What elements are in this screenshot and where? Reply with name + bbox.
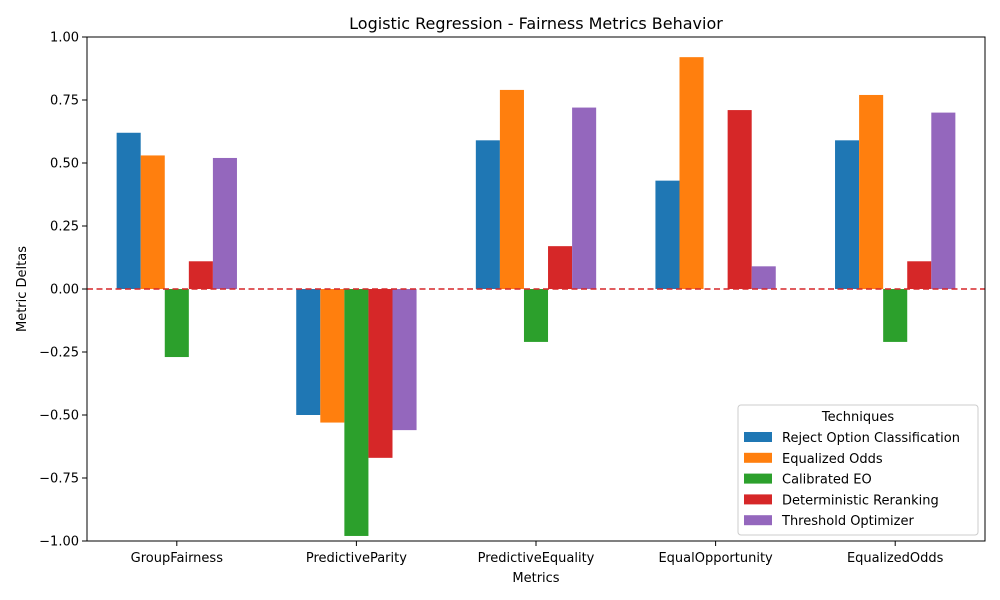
legend-label: Calibrated EO <box>782 473 872 488</box>
bar <box>296 289 321 415</box>
bar <box>679 57 704 289</box>
y-tick-label: 0.50 <box>50 157 79 172</box>
legend-swatch <box>744 473 772 484</box>
y-axis-title: Metric Deltas <box>15 246 30 332</box>
bar <box>116 132 141 289</box>
x-ticks: GroupFairness PredictiveParity PredictiveE… <box>131 541 944 566</box>
bar <box>751 266 776 289</box>
y-tick-label: 0.00 <box>50 283 79 298</box>
x-tick-label: PredictiveEquality <box>478 551 595 566</box>
bar <box>188 261 213 289</box>
bars <box>116 57 956 536</box>
bar <box>572 107 597 289</box>
legend-label: Equalized Odds <box>782 452 883 467</box>
bar <box>859 94 884 290</box>
x-axis-title: Metrics <box>512 571 559 586</box>
x-tick-label: EqualizedOdds <box>847 551 944 566</box>
y-tick-label: −1.00 <box>39 535 79 550</box>
legend-swatch <box>744 494 772 505</box>
bar <box>164 289 189 358</box>
y-tick-label: −0.25 <box>39 346 79 361</box>
bar <box>548 246 573 289</box>
legend-box <box>737 404 979 536</box>
legend-title: Techniques <box>821 410 894 425</box>
bar <box>523 289 549 342</box>
bar <box>835 140 860 289</box>
bar <box>368 289 393 458</box>
bar <box>931 112 956 289</box>
bar <box>727 110 752 289</box>
bar <box>344 289 369 536</box>
legend-swatch <box>744 432 772 442</box>
bar <box>883 289 908 342</box>
y-tick-label: 0.75 <box>50 94 79 109</box>
bar <box>475 140 500 289</box>
y-ticks: −1.00 −0.75 −0.50 −0.25 0.00 0.25 0.50 0.75 1.00 <box>39 31 87 550</box>
legend-label: Reject Option Classification <box>782 431 960 446</box>
bar <box>655 180 680 289</box>
bar <box>140 155 165 289</box>
bar <box>320 289 345 423</box>
x-tick-label: GroupFairness <box>131 551 224 566</box>
x-tick-label: EqualOpportunity <box>658 551 773 566</box>
legend-label: Threshold Optimizer <box>781 514 914 529</box>
y-tick-label: −0.75 <box>39 472 79 487</box>
x-tick-label: PredictiveParity <box>306 551 407 566</box>
y-tick-label: −0.50 <box>39 409 79 424</box>
y-tick-label: 1.00 <box>50 31 79 46</box>
legend-swatch <box>744 515 772 526</box>
y-tick-label: 0.25 <box>50 220 79 235</box>
bar <box>907 261 932 289</box>
legend-label: Deterministic Reranking <box>782 493 939 508</box>
chart-title: Logistic Regression - Fairness Metrics B… <box>349 14 723 33</box>
bar <box>212 157 237 289</box>
legend-swatch <box>744 452 772 463</box>
bar <box>392 289 417 431</box>
legend: Techniques Reject Option Classification Eq… <box>737 404 979 536</box>
bar <box>499 89 524 289</box>
